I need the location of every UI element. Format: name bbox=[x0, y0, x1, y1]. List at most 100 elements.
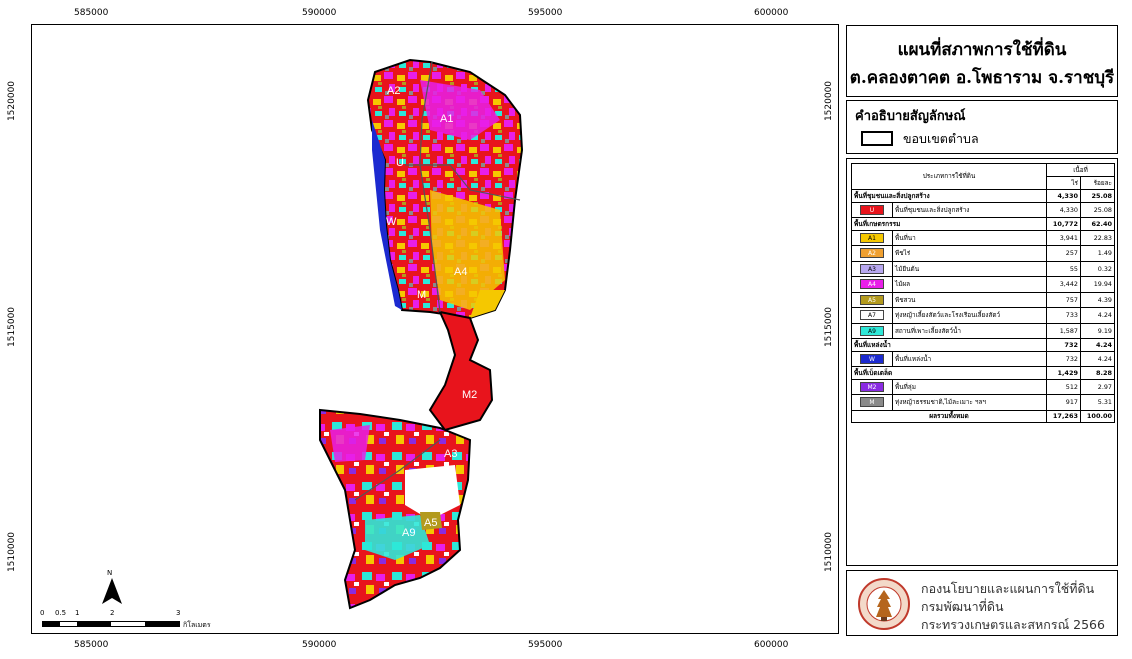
legend-heading: คำอธิบายสัญลักษณ์ bbox=[855, 109, 966, 124]
table-row: A7 ทุ่งหญ้าเลี้ยงสัตว์และโรงเรือนเลี้ยงสั… bbox=[851, 307, 1115, 324]
scale-tick: 0 bbox=[40, 609, 45, 617]
x-tick-top: 600000 bbox=[754, 8, 789, 18]
table-panel: ประเภทการใช้ที่ดิน เนื้อที่ ไร่ ร้อยละ พ… bbox=[846, 158, 1118, 566]
land-use-swatch: A2 bbox=[860, 248, 884, 259]
legend-panel: คำอธิบายสัญลักษณ์ ขอบเขตตำบล bbox=[846, 100, 1118, 154]
land-use-swatch: A5 bbox=[860, 294, 884, 305]
land-use-swatch: M bbox=[860, 397, 884, 408]
map-label-a9: A9 bbox=[402, 527, 415, 539]
land-use-map: A2 A1 U W A4 M M2 A3 A7 A5 A9 bbox=[319, 58, 524, 610]
orchard-patch bbox=[330, 425, 370, 462]
org-panel: กองนโยบายและแผนการใช้ที่ดิน กรมพัฒนาที่ด… bbox=[846, 570, 1118, 636]
x-tick-top: 585000 bbox=[74, 8, 109, 18]
symbol-cell: A2 bbox=[851, 245, 893, 262]
total-label: ผลรวมทั้งหมด bbox=[851, 409, 1047, 423]
map-label-m2: M2 bbox=[462, 389, 477, 401]
x-tick-bottom: 590000 bbox=[302, 640, 337, 650]
group-pct: 62.40 bbox=[1080, 217, 1115, 231]
table-group-row: พื้นที่เบ็ดเตล็ด 1,429 8.28 bbox=[851, 366, 1115, 380]
group-name: พื้นที่เบ็ดเตล็ด bbox=[851, 366, 1047, 380]
item-pct: 9.19 bbox=[1080, 322, 1115, 339]
symbol-cell: M2 bbox=[851, 378, 893, 395]
item-pct: 4.24 bbox=[1080, 307, 1115, 324]
map-label-u: U bbox=[396, 157, 404, 169]
water-strip bbox=[372, 120, 402, 310]
map-label-a2: A2 bbox=[387, 85, 400, 97]
item-pct: 5.31 bbox=[1080, 394, 1115, 411]
item-pct: 0.32 bbox=[1080, 260, 1115, 277]
land-use-swatch: A1 bbox=[860, 232, 884, 243]
org-division: กองนโยบายและแผนการใช้ที่ดิน bbox=[921, 581, 1095, 596]
item-name: พื้นที่แหล่งน้ำ bbox=[892, 350, 1047, 367]
grassland-patch bbox=[405, 465, 460, 520]
total-pct: 100.00 bbox=[1080, 409, 1115, 423]
item-name: ไม้ยืนต้น bbox=[892, 260, 1047, 277]
boundary-label: ขอบเขตตำบล bbox=[903, 131, 979, 146]
item-name: ทุ่งหญ้าธรรมชาติ,ไม้ละเมาะ ฯลฯ bbox=[892, 394, 1047, 411]
north-label: N bbox=[107, 569, 113, 577]
map-label-a4: A4 bbox=[454, 266, 467, 278]
land-use-table: ประเภทการใช้ที่ดิน เนื้อที่ ไร่ ร้อยละ พ… bbox=[851, 163, 1115, 423]
map-label-a5: A5 bbox=[424, 517, 437, 529]
item-rai: 55 bbox=[1046, 260, 1081, 277]
map-label-a7: A7 bbox=[424, 483, 437, 495]
item-rai: 733 bbox=[1046, 307, 1081, 324]
col-header-pct: ร้อยละ bbox=[1080, 176, 1115, 190]
group-name: พื้นที่เกษตรกรรม bbox=[851, 217, 1047, 231]
total-rai: 17,263 bbox=[1046, 409, 1081, 423]
item-name: พืชไร่ bbox=[892, 245, 1047, 262]
scale-unit: กิโลเมตร bbox=[183, 621, 211, 629]
item-pct: 2.97 bbox=[1080, 378, 1115, 395]
col-header-rai: ไร่ bbox=[1046, 176, 1081, 190]
title-panel: แผนที่สภาพการใช้ที่ดิน ต.คลองตาคต อ.โพธา… bbox=[846, 25, 1118, 97]
map-label-a1: A1 bbox=[440, 113, 453, 125]
map-subtitle: ต.คลองตาคต อ.โพธาราม จ.ราชบุรี bbox=[849, 68, 1115, 88]
item-name: ไม้ผล bbox=[892, 276, 1047, 293]
symbol-cell: A5 bbox=[851, 291, 893, 308]
group-pct: 8.28 bbox=[1080, 366, 1115, 380]
item-rai: 757 bbox=[1046, 291, 1081, 308]
table-row: A3 ไม้ยืนต้น 55 0.32 bbox=[851, 260, 1115, 277]
item-name: สถานที่เพาะเลี้ยงสัตว์น้ำ bbox=[892, 322, 1047, 339]
item-rai: 917 bbox=[1046, 394, 1081, 411]
internal-boundary bbox=[354, 439, 441, 501]
land-use-swatch: M2 bbox=[860, 381, 884, 392]
item-pct: 19.94 bbox=[1080, 276, 1115, 293]
group-pct: 25.08 bbox=[1080, 189, 1115, 203]
table-row: A9 สถานที่เพาะเลี้ยงสัตว์น้ำ 1,587 9.19 bbox=[851, 322, 1115, 339]
scale-bar bbox=[42, 621, 180, 627]
x-tick-bottom: 585000 bbox=[74, 640, 109, 650]
item-name: พื้นที่ชุมชนและสิ่งปลูกสร้าง bbox=[892, 201, 1047, 218]
ldd-seal-icon bbox=[858, 578, 910, 630]
org-ministry: กระทรวงเกษตรและสหกรณ์ 2566 bbox=[921, 617, 1105, 632]
symbol-cell: W bbox=[851, 350, 893, 367]
land-use-table-body: พื้นที่ชุมชนและสิ่งปลูกสร้าง 4,330 25.08 U พ… bbox=[851, 189, 1115, 411]
item-pct: 4.24 bbox=[1080, 350, 1115, 367]
x-tick-bottom: 600000 bbox=[754, 640, 789, 650]
table-group-row: พื้นที่แหล่งน้ำ 732 4.24 bbox=[851, 338, 1115, 352]
map-title: แผนที่สภาพการใช้ที่ดิน bbox=[897, 40, 1067, 60]
aquaculture-patch bbox=[365, 515, 430, 560]
table-row: W พื้นที่แหล่งน้ำ 732 4.24 bbox=[851, 350, 1115, 367]
item-name: ทุ่งหญ้าเลี้ยงสัตว์และโรงเรือนเลี้ยงสัตว… bbox=[892, 307, 1047, 324]
land-use-swatch: A3 bbox=[860, 263, 884, 274]
group-name: พื้นที่แหล่งน้ำ bbox=[851, 338, 1047, 352]
table-group-row: พื้นที่เกษตรกรรม 10,772 62.40 bbox=[851, 217, 1115, 231]
scale-tick: 1 bbox=[75, 609, 80, 617]
north-arrow-icon bbox=[102, 578, 122, 604]
item-name: พืชสวน bbox=[892, 291, 1047, 308]
symbol-cell: A3 bbox=[851, 260, 893, 277]
symbol-cell: A9 bbox=[851, 322, 893, 339]
land-use-swatch: U bbox=[860, 204, 884, 215]
group-name: พื้นที่ชุมชนและสิ่งปลูกสร้าง bbox=[851, 189, 1047, 203]
item-name: พื้นที่ลุ่ม bbox=[892, 378, 1047, 395]
symbol-cell: A1 bbox=[851, 229, 893, 246]
symbol-cell: A4 bbox=[851, 276, 893, 293]
col-header-area: เนื้อที่ bbox=[1046, 163, 1115, 177]
item-rai: 4,330 bbox=[1046, 201, 1081, 218]
item-rai: 1,587 bbox=[1046, 322, 1081, 339]
item-rai: 732 bbox=[1046, 350, 1081, 367]
item-rai: 257 bbox=[1046, 245, 1081, 262]
symbol-cell: M bbox=[851, 394, 893, 411]
item-rai: 512 bbox=[1046, 378, 1081, 395]
